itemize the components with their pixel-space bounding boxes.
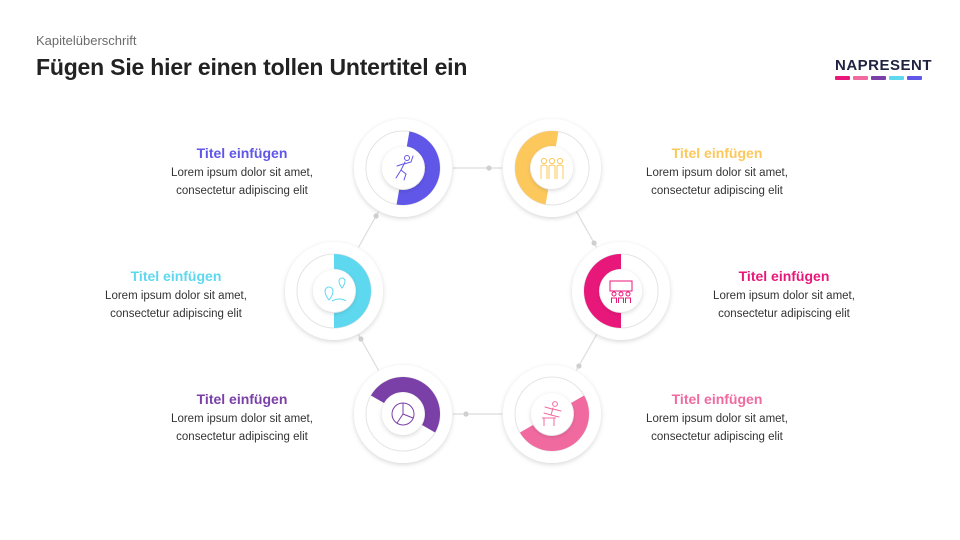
- presentation-icon: [609, 280, 633, 303]
- item-label-6: Titel einfügen Lorem ipsum dolor sit ame…: [622, 390, 812, 446]
- brand-logo: NAPRESENT: [835, 57, 933, 80]
- runner-icon: [395, 155, 414, 181]
- logo-bar: [871, 76, 886, 80]
- progress-arc: [515, 131, 559, 205]
- connector-lines: [357, 165, 598, 417]
- node-inner-disc: [313, 270, 355, 312]
- item-title: Titel einfügen: [196, 145, 288, 161]
- cycle-node-6: [503, 365, 601, 463]
- item-description: Lorem ipsum dolor sit amet, consectetur a…: [646, 413, 788, 443]
- node-inner-disc: [531, 147, 573, 189]
- item-label-1: Titel einfügen Lorem ipsum dolor sit ame…: [147, 144, 337, 200]
- item-description: Lorem ipsum dolor sit amet, consectetur a…: [171, 413, 313, 443]
- cycle-node-5: [354, 365, 452, 463]
- cycle-node-1: [354, 119, 452, 217]
- progress-arc: [334, 254, 371, 328]
- team-icon: [540, 157, 564, 179]
- node-inner-disc: [531, 393, 573, 435]
- connector-dot: [358, 336, 364, 342]
- item-title: Titel einfügen: [671, 145, 763, 161]
- logo-bar: [907, 76, 922, 80]
- hurdle-icon: [542, 401, 562, 426]
- logo-bar: [835, 76, 850, 80]
- progress-arc: [396, 131, 440, 205]
- connector-dot: [373, 213, 379, 219]
- item-label-3: Titel einfügen Lorem ipsum dolor sit ame…: [81, 267, 271, 323]
- chapter-heading: Kapitelüberschrift: [36, 33, 137, 48]
- cycle-node-2: [503, 119, 601, 217]
- item-title: Titel einfügen: [196, 391, 288, 407]
- node-inner-disc: [382, 147, 424, 189]
- progress-arc: [584, 254, 621, 328]
- logo-text: NAPRESENT: [835, 57, 933, 74]
- item-title: Titel einfügen: [671, 391, 763, 407]
- progress-arc: [370, 377, 441, 433]
- item-description: Lorem ipsum dolor sit amet, consectetur a…: [646, 167, 788, 197]
- pie-chart-icon: [391, 402, 415, 426]
- progress-arc: [519, 395, 590, 452]
- cycle-node-4: [572, 242, 670, 340]
- logo-color-bars: [835, 76, 927, 80]
- cycle-nodes: [285, 119, 670, 463]
- connector-dot: [486, 165, 492, 171]
- item-description: Lorem ipsum dolor sit amet, consectetur a…: [105, 290, 247, 320]
- item-label-2: Titel einfügen Lorem ipsum dolor sit ame…: [622, 144, 812, 200]
- cycle-node-3: [285, 242, 383, 340]
- logo-bar: [853, 76, 868, 80]
- logo-bar: [889, 76, 904, 80]
- item-title: Titel einfügen: [130, 268, 222, 284]
- item-description: Lorem ipsum dolor sit amet, consectetur a…: [713, 290, 855, 320]
- connector-dot: [463, 411, 469, 417]
- item-label-4: Titel einfügen Lorem ipsum dolor sit ame…: [689, 267, 879, 323]
- map-pin-icon: [324, 277, 347, 302]
- item-label-5: Titel einfügen Lorem ipsum dolor sit ame…: [147, 390, 337, 446]
- connector-dot: [576, 363, 582, 369]
- page-title: Fügen Sie hier einen tollen Untertitel e…: [36, 54, 468, 80]
- connector-dot: [591, 240, 597, 246]
- item-title: Titel einfügen: [738, 268, 830, 284]
- item-description: Lorem ipsum dolor sit amet, consectetur a…: [171, 167, 313, 197]
